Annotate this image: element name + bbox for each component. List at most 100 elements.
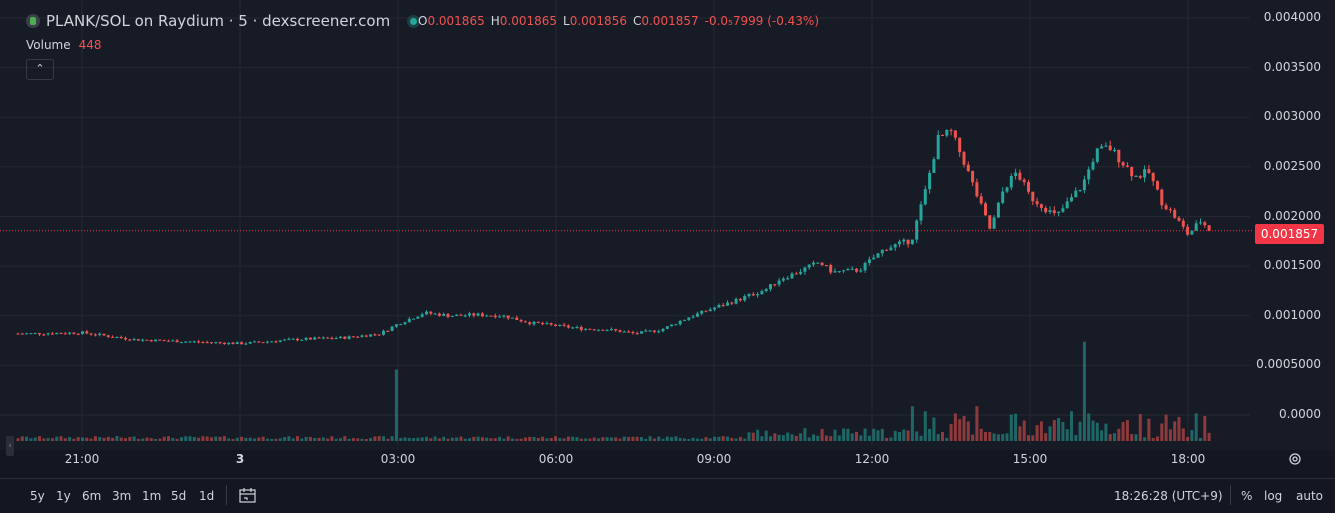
candle-body (1207, 225, 1211, 231)
candle-body (149, 340, 153, 342)
candle-body (1164, 205, 1168, 210)
y-tick-label: 0.0000 (1279, 407, 1321, 421)
volume-bar (188, 436, 192, 441)
candle-body (1014, 172, 1018, 176)
volume-bar (640, 437, 643, 441)
volume-bar (1087, 413, 1091, 441)
volume-bar (1160, 423, 1164, 441)
volume-bar (85, 437, 89, 441)
range-6m[interactable]: 6m (82, 489, 102, 503)
candle-body (597, 329, 600, 331)
volume-bar (665, 436, 669, 441)
collapse-legend-button[interactable]: ⌃ (26, 59, 54, 80)
range-1m[interactable]: 1m (142, 489, 162, 503)
candle-body (154, 339, 158, 342)
pane-resize-handle[interactable]: ‹ (6, 436, 14, 456)
volume-bar (566, 436, 570, 441)
candle-body (16, 333, 20, 335)
chart-pane[interactable]: PLANK/SOL on Raydium · 5 · dexscreener.c… (0, 0, 1335, 466)
settings-icon[interactable] (1288, 452, 1302, 466)
candle-body (876, 253, 880, 258)
range-5y[interactable]: 5y (30, 489, 45, 503)
candle-body (382, 330, 385, 335)
candle-body (657, 331, 661, 333)
candle-body (519, 319, 523, 322)
volume-bar (1100, 430, 1104, 441)
candle-body (1113, 149, 1116, 151)
toolbar-divider (226, 485, 227, 505)
chevron-up-icon: ⌃ (35, 62, 45, 75)
y-tick-label: 0.004000 (1263, 10, 1321, 24)
candle-body (1009, 175, 1013, 188)
clock-timezone[interactable]: 18:26:28 (UTC+9) (1114, 489, 1223, 503)
volume-bar (773, 433, 777, 441)
volume-bar (906, 430, 910, 441)
candle-body (214, 342, 218, 344)
candle-body (902, 239, 906, 242)
candle-body (351, 336, 355, 338)
percent-scale-toggle[interactable]: % (1241, 489, 1253, 503)
price-chart[interactable] (0, 0, 1335, 450)
candle-body (971, 171, 975, 183)
candle-body (812, 262, 815, 265)
volume-bar (726, 436, 729, 441)
volume-bar (511, 438, 514, 441)
volume-bar (455, 437, 459, 441)
volume-bar (678, 437, 682, 441)
candle-body (450, 316, 454, 318)
volume-bar (287, 436, 291, 441)
volume-bar (846, 428, 850, 441)
volume-bar (816, 435, 820, 441)
volume-bar (485, 437, 489, 441)
volume-bar (850, 433, 854, 441)
candle-body (29, 333, 33, 335)
volume-bar (691, 437, 695, 441)
candle-body (549, 323, 553, 325)
volume-bar (661, 438, 665, 441)
volume-bar (949, 423, 953, 441)
volume-bar (227, 438, 231, 441)
volume-bar (1082, 341, 1086, 441)
volume-bar (149, 438, 153, 441)
volume-bar (1130, 434, 1134, 441)
candle-body (33, 333, 37, 335)
pair-title: PLANK/SOL on Raydium · 5 · dexscreener.c… (46, 12, 391, 30)
volume-bar (992, 433, 996, 441)
candle-body (511, 317, 514, 319)
volume-bar (89, 438, 93, 441)
volume-bar (1156, 436, 1159, 441)
range-1d[interactable]: 1d (199, 489, 215, 503)
volume-bar (885, 437, 889, 441)
volume-bar (644, 438, 648, 441)
candle-body (1091, 161, 1095, 170)
candle-body (347, 336, 351, 339)
range-3m[interactable]: 3m (112, 489, 132, 503)
candle-body (704, 310, 708, 312)
candle-body (541, 323, 545, 325)
candle-body (721, 305, 725, 307)
candle-body (158, 339, 162, 341)
market-status-icon[interactable] (410, 17, 418, 25)
candle-body (167, 340, 170, 342)
auto-scale-toggle[interactable]: auto (1296, 489, 1324, 503)
range-5d[interactable]: 5d (171, 489, 187, 503)
candle-body (145, 339, 149, 341)
candle-body (674, 324, 678, 326)
volume-bar (648, 436, 652, 441)
candle-body (265, 341, 269, 343)
volume-bar (313, 437, 317, 441)
candle-body (562, 324, 566, 326)
y-tick-label: 0.001500 (1263, 258, 1321, 273)
volume-bar (115, 436, 119, 441)
candle-body (356, 336, 360, 338)
volume-bar (16, 438, 20, 441)
candle-body (661, 328, 665, 332)
volume-bar (132, 436, 136, 441)
candle-body (575, 327, 579, 329)
candle-body (975, 182, 979, 197)
log-scale-toggle[interactable]: log (1264, 489, 1283, 503)
range-1y[interactable]: 1y (56, 489, 71, 503)
volume-bar (747, 432, 751, 441)
volume-bar (695, 438, 699, 441)
date-range-icon[interactable] (238, 487, 258, 505)
